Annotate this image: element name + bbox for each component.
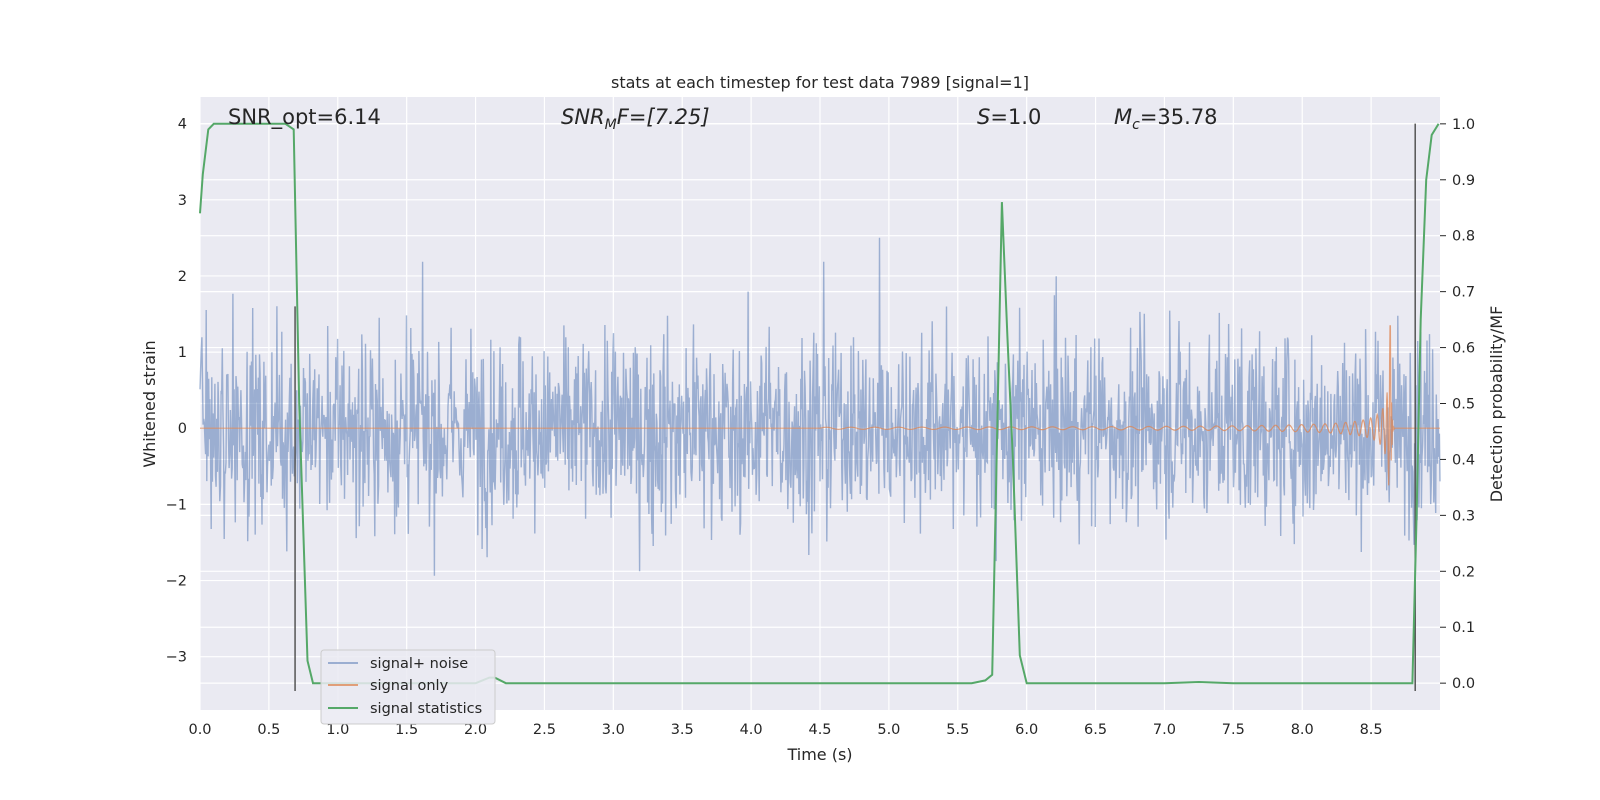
annotation-mc: Mc=35.78 [1114,105,1218,133]
y-left-tick-label: −2 [166,574,187,590]
annotation-snr-opt: SNR_opt=6.14 [228,105,381,130]
y-right-tick-label: 0.8 [1452,229,1475,245]
chart-title: stats at each timestep for test data 798… [611,73,1029,92]
y-right-tick-label: 0.1 [1452,620,1475,636]
annotation-mc-sub: c [1132,117,1140,133]
series-signal-statistics [199,122,1440,685]
x-tick-label: 2.0 [464,722,487,738]
x-tick-label: 6.5 [1084,722,1107,738]
y-left-tick-label: −3 [166,650,187,666]
y-right-tick-label: 0.3 [1452,508,1475,524]
legend: signal+ noise signal only signal statist… [320,649,496,725]
x-tick-label: 0.5 [257,722,280,738]
y-right-tick-label: 0.5 [1452,397,1475,413]
series-signal-only [200,325,1440,486]
annotation-snr-mf-sub: M [605,117,617,133]
y-right-tick-label: 1.0 [1452,117,1475,133]
noise-trace [199,237,1441,576]
x-tick-label: 5.0 [877,722,900,738]
x-tick-label: 1.5 [395,722,418,738]
y-right-tick-label: 0.2 [1452,564,1475,580]
y-right-tick-label: 0.4 [1452,452,1475,468]
y-right-tick-label: 0.9 [1452,173,1475,189]
x-tick-label: 1.0 [326,722,349,738]
legend-label-signal-statistics: signal statistics [370,701,482,717]
x-tick-label: 5.5 [946,722,969,738]
x-tick-label: 8.5 [1360,722,1383,738]
y-right-tick-label: 0.0 [1452,676,1475,692]
y-left-axis-label: Whitened strain [140,340,159,467]
y-right-tick-label: 0.7 [1452,285,1475,301]
annotation-mc-rest: =35.78 [1140,105,1218,129]
x-tick-label: 7.5 [1222,722,1245,738]
y-left-tick-label: 1 [178,345,187,361]
y-left-tick-label: 4 [178,117,187,133]
legend-box [320,649,496,725]
x-tick-label: 8.0 [1291,722,1314,738]
x-tick-label: 6.0 [1015,722,1038,738]
x-tick-label: 0.0 [188,722,211,738]
annotation-snr-mf: SNRMF=[7.25] [561,105,710,133]
annotation-s-var: S [977,105,990,129]
legend-label-signal-noise: signal+ noise [370,656,468,672]
y-right-tick-labels: 1.0 0.9 0.8 0.7 0.6 0.5 0.4 0.3 0.2 0.1 0.0 [1440,117,1475,692]
x-tick-label: 3.5 [671,722,694,738]
x-tick-label: 3.0 [602,722,625,738]
y-right-axis-label: Detection probability/MF [1487,306,1506,503]
y-right-tick-label: 0.6 [1452,341,1475,357]
annotation-s: S=1.0 [977,105,1041,129]
annotation-snr-mf-main: SNR [561,105,605,129]
y-left-tick-label: 2 [178,269,187,285]
annotation-snr-mf-rest: F=[7.25] [617,105,710,129]
x-tick-label: 7.0 [1153,722,1176,738]
x-tick-label: 2.5 [533,722,556,738]
x-tick-label: 4.5 [808,722,831,738]
y-left-tick-label: 3 [178,193,187,209]
y-left-tick-label: −1 [166,497,187,513]
x-axis-label: Time (s) [786,745,852,764]
x-tick-label: 4.0 [740,722,763,738]
legend-label-signal-only: signal only [370,678,449,694]
series-signal-noise [199,237,1441,576]
x-tick-labels: 0.0 0.5 1.0 1.5 2.0 2.5 3.0 3.5 4.0 4.5 5.0 5.5 6.0 6… [188,722,1382,738]
annotation-mc-var: M [1114,105,1132,129]
y-left-tick-labels: 4 3 2 1 0 −1 −2 −3 [166,117,187,666]
annotation-s-rest: =1.0 [990,105,1041,129]
y-left-tick-label: 0 [178,421,187,437]
